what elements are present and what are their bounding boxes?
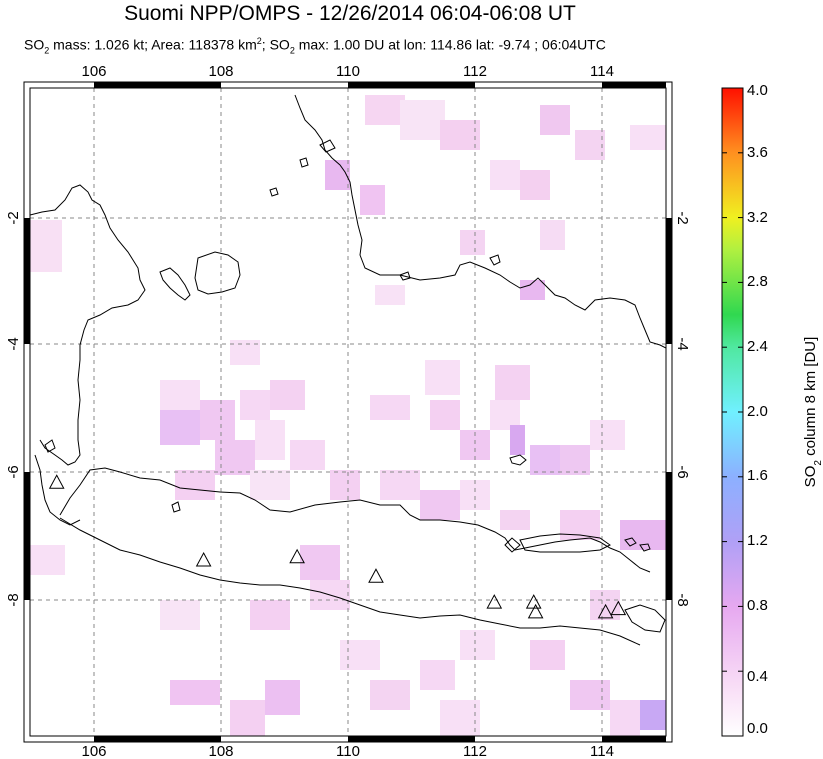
- colorbar-label-7: 2.8: [747, 273, 768, 290]
- lon-label-top-0: 106: [81, 63, 106, 80]
- lon-labels-bottom: 106 108 110 112 114: [81, 743, 613, 759]
- lat-label-right-3: -8: [674, 593, 691, 606]
- subtitle-max-prefix: ; SO: [261, 36, 290, 53]
- map-subtitle: SO2 mass: 1.026 kt; Area: 118378 km2; SO…: [24, 36, 606, 55]
- lon-label-top-2: 110: [336, 63, 360, 80]
- colorbar-label-0: 0.0: [747, 720, 768, 737]
- lat-labels-right: -2 -4 -6 -8: [674, 211, 691, 606]
- subtitle-mass-sub: 2: [44, 45, 50, 56]
- colorbar-label-3: 1.2: [747, 532, 768, 549]
- volcano-marker-8: [610, 600, 627, 616]
- lon-label-bottom-3: 112: [463, 743, 487, 759]
- sumatra-coast: [30, 184, 146, 466]
- bali-island: [624, 604, 666, 633]
- colorbar-label-5: 2.0: [747, 403, 768, 420]
- subtitle-area-sup: 2: [256, 36, 262, 46]
- coastlines: [30, 94, 666, 646]
- madura-strait-outline: [504, 537, 521, 553]
- sumatra-southeast-coast: [34, 454, 81, 526]
- borneo-coast: [294, 94, 666, 349]
- belitung-island: [194, 251, 241, 295]
- lon-label-bottom-0: 106: [81, 743, 106, 759]
- subtitle-max-text: max: 1.00 DU at lon: 114.86 lat: -9.74 ;…: [294, 36, 606, 53]
- volcano-marker-3: [368, 568, 384, 583]
- colorbar-title-so: SO: [802, 466, 819, 488]
- lon-label-bottom-2: 110: [336, 743, 360, 759]
- lon-label-bottom-4: 114: [590, 743, 614, 759]
- subtitle-mass-label: SO: [24, 36, 45, 53]
- lat-label-right-1: -4: [674, 337, 691, 350]
- volcano-marker-4: [486, 594, 503, 609]
- lon-label-bottom-1: 108: [208, 743, 233, 759]
- volcano-marker-5: [525, 594, 542, 609]
- colorbar-label-2: 0.8: [747, 597, 768, 614]
- lat-label-right-0: -2: [674, 211, 691, 224]
- map-border-bars: [24, 82, 672, 742]
- volcano-marker-7: [597, 603, 614, 619]
- lat-label-left-2: -6: [5, 465, 22, 478]
- java-south-coast: [59, 517, 641, 646]
- colorbar-label-10: 4.0: [747, 82, 768, 99]
- colorbar-title-rest: column 8 km [DU]: [802, 337, 819, 460]
- lon-label-top-4: 114: [590, 63, 614, 80]
- small-islands: [44, 139, 651, 552]
- map-outer-frame: [23, 81, 673, 743]
- colorbar-label-6: 2.4: [747, 338, 768, 355]
- volcano-marker-6: [527, 603, 544, 619]
- colorbar-label-8: 3.2: [747, 209, 768, 226]
- colorbar-title: SO2 column 8 km [DU]: [802, 337, 823, 488]
- colorbar-labels: 0.0 0.4 0.8 1.2 1.6 2.0 2.4 2.8 3.2 3.6 …: [747, 82, 768, 737]
- colorbar-ticks: [722, 87, 743, 737]
- volcano-marker-1: [195, 551, 212, 567]
- so2-pixel-field: [30, 95, 666, 736]
- volcano-marker-0: [48, 474, 65, 489]
- map-title: Suomi NPP/OMPS - 12/26/2014 06:04-06:08 …: [124, 2, 576, 25]
- lat-label-left-1: -4: [5, 337, 22, 350]
- colorbar-label-9: 3.6: [747, 144, 768, 161]
- bangka-island: [159, 267, 191, 301]
- java-north-coast: [59, 467, 651, 573]
- colorbar-label-1: 0.4: [747, 668, 768, 685]
- volcano-marker-2: [289, 548, 305, 564]
- map-gridlines: [30, 88, 666, 736]
- colorbar-label-4: 1.6: [747, 467, 768, 484]
- lat-label-left-0: -2: [5, 211, 22, 224]
- volcano-markers: [48, 474, 627, 619]
- madura-island: [519, 533, 611, 553]
- lat-label-right-2: -6: [674, 465, 691, 478]
- lon-labels-top: 106 108 110 112 114: [81, 63, 613, 80]
- lat-labels-left: -2 -4 -6 -8: [5, 211, 22, 606]
- subtitle-max-sub: 2: [289, 45, 295, 56]
- lat-label-left-3: -8: [5, 593, 22, 606]
- colorbar-title-sub: 2: [813, 460, 823, 466]
- subtitle-mass-text: mass: 1.026 kt; Area: 118378 km: [49, 36, 257, 53]
- lon-label-top-1: 108: [208, 63, 233, 80]
- lon-label-top-3: 112: [463, 63, 487, 80]
